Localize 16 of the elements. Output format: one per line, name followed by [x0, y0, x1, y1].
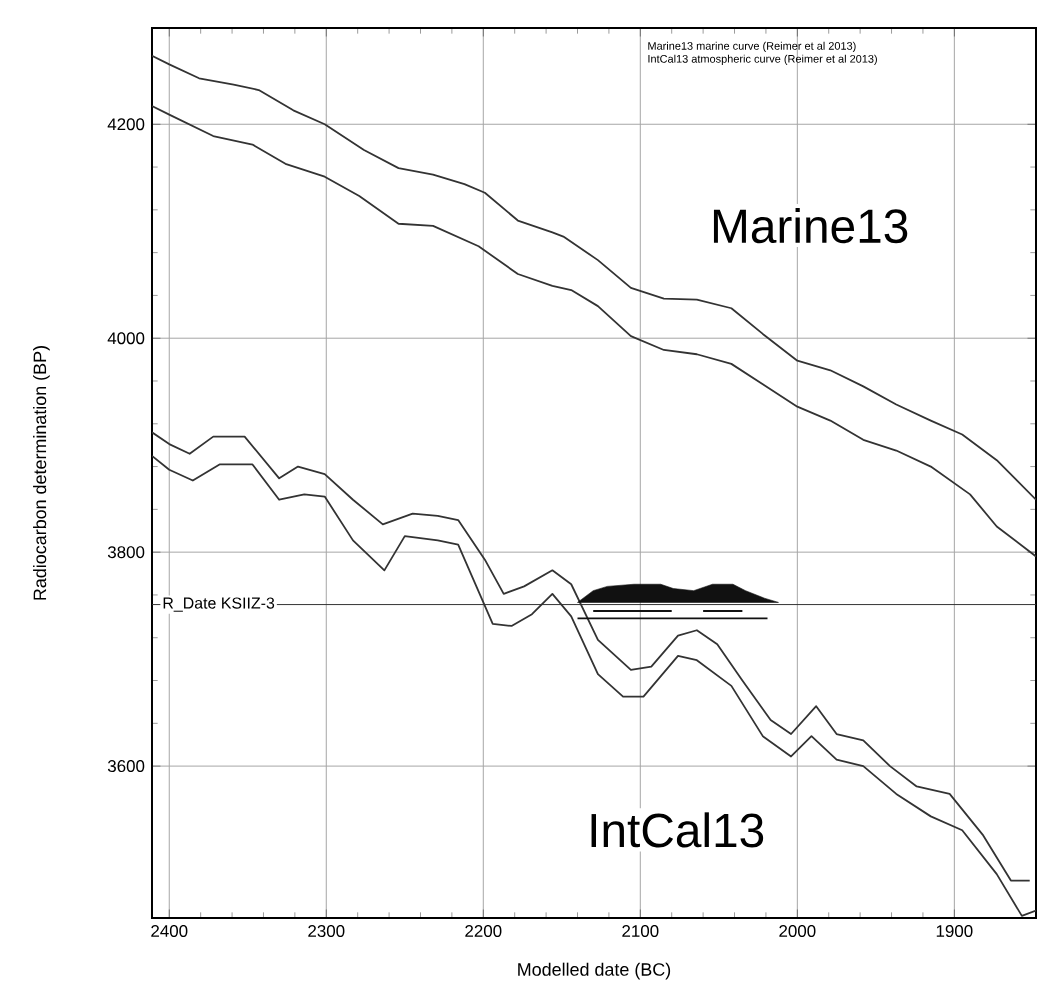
y-tick-label: 3600 — [107, 760, 145, 773]
x-axis-title: Modelled date (BC) — [518, 962, 671, 980]
annotation: Marine13 — [713, 208, 908, 244]
x-tick-label: 2000 — [779, 925, 816, 938]
y-tick-label: 3800 — [107, 546, 145, 559]
line-series — [151, 54, 1036, 501]
x-tick-label: 1900 — [936, 925, 973, 938]
line-series — [151, 105, 1036, 558]
y-tick-label: 4200 — [107, 118, 145, 131]
y-axis-title: Radiocarbon determination (BP) — [33, 346, 50, 600]
x-tick-label: 2300 — [308, 925, 345, 938]
annotation: IntCal13 — [591, 812, 764, 848]
x-tick-label: 2100 — [622, 925, 659, 938]
x-tick-label: 2200 — [465, 925, 502, 938]
x-tick-label: 2400 — [151, 925, 188, 938]
y-tick-label: 4000 — [107, 332, 145, 345]
